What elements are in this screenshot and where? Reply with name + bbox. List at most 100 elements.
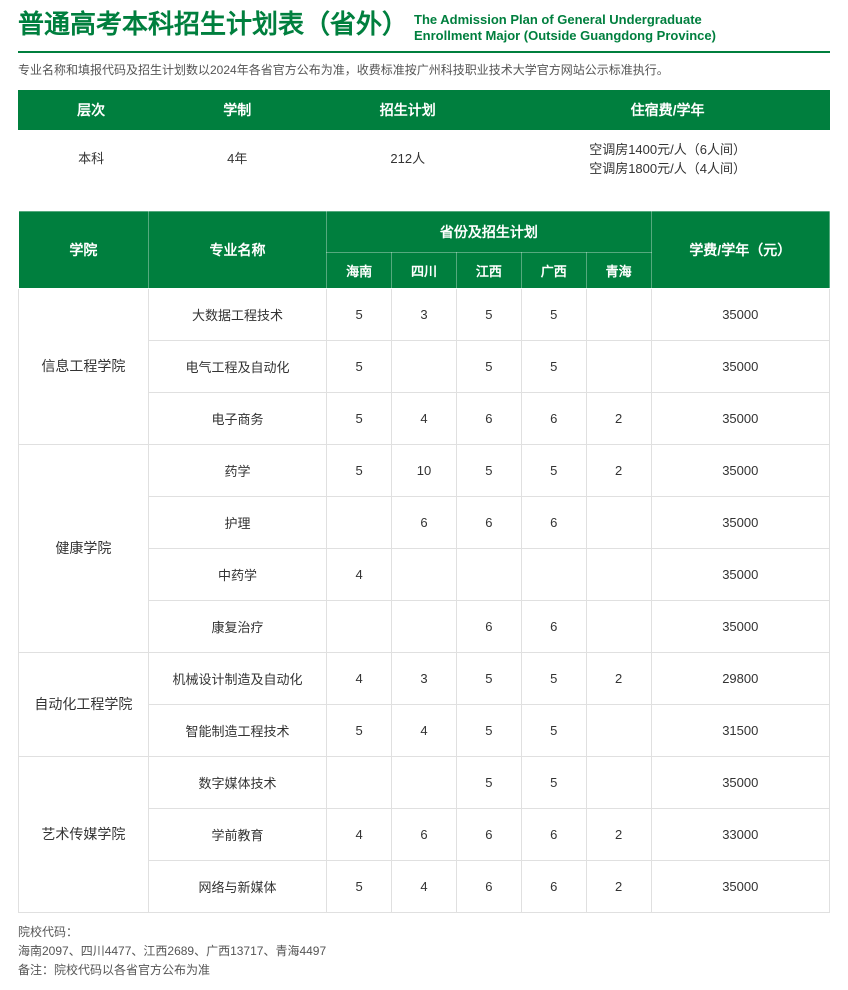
value-cell [392, 548, 457, 600]
top-note: 专业名称和填报代码及招生计划数以2024年各省官方公布为准，收费标准按广州科技职… [18, 61, 830, 78]
major-cell: 学前教育 [148, 808, 326, 860]
value-cell: 6 [456, 392, 521, 444]
table-header: 广西 [521, 252, 586, 288]
summary-h-dorm: 住宿费/学年 [505, 90, 830, 130]
value-cell: 5 [456, 444, 521, 496]
value-cell: 6 [521, 600, 586, 652]
value-cell [327, 756, 392, 808]
value-cell: 6 [392, 808, 457, 860]
major-cell: 电气工程及自动化 [148, 340, 326, 392]
tuition-cell: 35000 [651, 392, 829, 444]
major-cell: 机械设计制造及自动化 [148, 652, 326, 704]
college-cell: 自动化工程学院 [19, 652, 149, 756]
value-cell [456, 548, 521, 600]
tuition-cell: 33000 [651, 808, 829, 860]
major-cell: 护理 [148, 496, 326, 548]
value-cell: 2 [586, 652, 651, 704]
value-cell: 5 [456, 704, 521, 756]
value-cell [327, 496, 392, 548]
value-cell [586, 548, 651, 600]
value-cell: 4 [327, 652, 392, 704]
value-cell: 2 [586, 392, 651, 444]
major-cell: 康复治疗 [148, 600, 326, 652]
value-cell: 4 [392, 392, 457, 444]
summary-level: 本科 [18, 130, 164, 189]
value-cell: 4 [392, 704, 457, 756]
value-cell: 3 [392, 652, 457, 704]
major-cell: 网络与新媒体 [148, 860, 326, 912]
table-row: 艺术传媒学院数字媒体技术5535000 [19, 756, 830, 808]
value-cell: 5 [327, 340, 392, 392]
table-header: 省份及招生计划 [327, 211, 651, 252]
value-cell: 4 [327, 548, 392, 600]
footer-line3: 备注：院校代码以各省官方公布为准 [18, 961, 830, 980]
value-cell: 2 [586, 860, 651, 912]
value-cell: 6 [521, 860, 586, 912]
table-row: 信息工程学院大数据工程技术535535000 [19, 288, 830, 340]
footer-line1: 院校代码： [18, 923, 830, 942]
summary-data-row: 本科 4年 212人 空调房1400元/人（6人间） 空调房1800元/人（4人… [18, 130, 830, 189]
table-header: 学费/学年（元） [651, 211, 829, 288]
value-cell: 5 [521, 444, 586, 496]
footer: 院校代码： 海南2097、四川4477、江西2689、广西13717、青海449… [18, 923, 830, 981]
value-cell: 4 [392, 860, 457, 912]
major-cell: 数字媒体技术 [148, 756, 326, 808]
summary-dorm1: 空调房1400元/人（6人间） [509, 140, 826, 160]
major-cell: 电子商务 [148, 392, 326, 444]
footer-line2: 海南2097、四川4477、江西2689、广西13717、青海4497 [18, 942, 830, 961]
value-cell [392, 756, 457, 808]
value-cell: 5 [521, 652, 586, 704]
value-cell [586, 756, 651, 808]
major-cell: 药学 [148, 444, 326, 496]
value-cell: 6 [456, 808, 521, 860]
value-cell [586, 496, 651, 548]
college-cell: 信息工程学院 [19, 288, 149, 444]
summary-h-duration: 学制 [164, 90, 310, 130]
table-header: 江西 [456, 252, 521, 288]
table-header: 四川 [392, 252, 457, 288]
value-cell: 5 [327, 444, 392, 496]
value-cell: 5 [456, 340, 521, 392]
tuition-cell: 35000 [651, 600, 829, 652]
summary-dorm: 空调房1400元/人（6人间） 空调房1800元/人（4人间） [505, 130, 830, 189]
value-cell [392, 600, 457, 652]
value-cell: 6 [456, 860, 521, 912]
value-cell: 5 [327, 392, 392, 444]
main-table: 学院专业名称省份及招生计划学费/学年（元）海南四川江西广西青海 信息工程学院大数… [18, 211, 830, 913]
value-cell: 5 [456, 288, 521, 340]
value-cell [586, 288, 651, 340]
value-cell: 5 [521, 340, 586, 392]
summary-plan: 212人 [310, 130, 505, 189]
value-cell: 2 [586, 444, 651, 496]
main-tbody: 信息工程学院大数据工程技术535535000电气工程及自动化55535000电子… [19, 288, 830, 912]
value-cell: 2 [586, 808, 651, 860]
table-header: 海南 [327, 252, 392, 288]
value-cell: 5 [521, 704, 586, 756]
main-header-row1: 学院专业名称省份及招生计划学费/学年（元） [19, 211, 830, 252]
value-cell: 5 [327, 288, 392, 340]
tuition-cell: 31500 [651, 704, 829, 756]
summary-dorm2: 空调房1800元/人（4人间） [509, 159, 826, 179]
tuition-cell: 35000 [651, 340, 829, 392]
summary-duration: 4年 [164, 130, 310, 189]
college-cell: 艺术传媒学院 [19, 756, 149, 912]
value-cell [327, 600, 392, 652]
value-cell: 3 [392, 288, 457, 340]
table-header: 学院 [19, 211, 149, 288]
value-cell [521, 548, 586, 600]
title-en-line2: Enrollment Major (Outside Guangdong Prov… [414, 28, 716, 44]
tuition-cell: 35000 [651, 444, 829, 496]
value-cell: 5 [521, 288, 586, 340]
college-cell: 健康学院 [19, 444, 149, 652]
table-row: 自动化工程学院机械设计制造及自动化4355229800 [19, 652, 830, 704]
value-cell: 6 [456, 496, 521, 548]
value-cell: 10 [392, 444, 457, 496]
tuition-cell: 35000 [651, 756, 829, 808]
value-cell [392, 340, 457, 392]
summary-header-row: 层次 学制 招生计划 住宿费/学年 [18, 90, 830, 130]
page-header: 普通高考本科招生计划表（省外） The Admission Plan of Ge… [18, 10, 830, 53]
summary-h-level: 层次 [18, 90, 164, 130]
value-cell [586, 340, 651, 392]
value-cell: 6 [521, 808, 586, 860]
value-cell: 5 [521, 756, 586, 808]
